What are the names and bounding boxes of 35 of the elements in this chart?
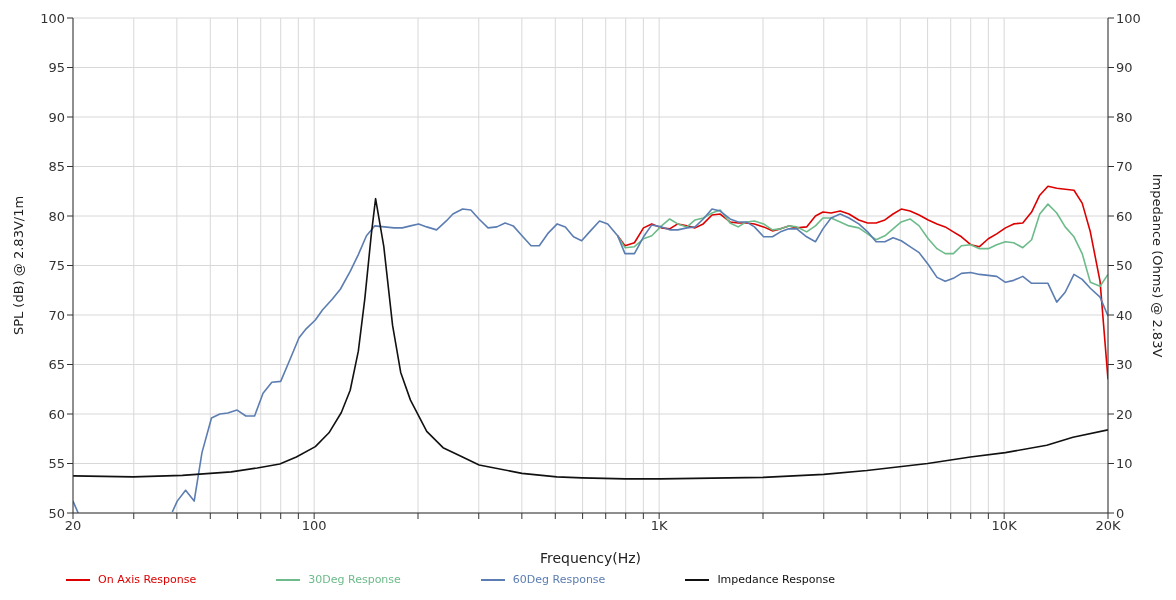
y2-tick-label: 60 [1116, 208, 1133, 224]
line-series [616, 203, 1108, 288]
y2-tick-label: 30 [1116, 357, 1133, 373]
x-tick-label: 20K [1095, 518, 1121, 534]
legend-label: 30Deg Response [308, 573, 401, 586]
legend-label: Impedance Response [717, 573, 835, 586]
legend-label: On Axis Response [98, 573, 197, 586]
y2-tick-label: 40 [1116, 307, 1133, 323]
y-tick-label: 90 [48, 109, 65, 125]
y2-tick-label: 10 [1116, 456, 1133, 472]
y-tick-label: 75 [48, 258, 65, 274]
y-tick-label: 95 [48, 60, 65, 76]
y2-tick-label: 0 [1116, 505, 1125, 521]
y2-tick-label: 100 [1116, 10, 1141, 26]
x-tick-label: 20 [64, 518, 82, 534]
y2-tick-label: 20 [1116, 406, 1133, 422]
y2-tick-label: 80 [1116, 109, 1133, 125]
y-tick-label: 60 [48, 406, 65, 422]
y-axis-title: SPL (dB) @ 2.83V/1m [10, 195, 26, 336]
y-tick-label: 100 [40, 10, 65, 26]
x-tick-label: 10K [991, 518, 1018, 534]
y-tick-label: 70 [48, 307, 65, 323]
y-tick-label: 55 [48, 456, 65, 472]
y2-axis-title: Impedance (Ohms) @ 2.83V [1150, 173, 1166, 358]
x-tick-label: 1K [650, 518, 669, 534]
y2-tick-label: 90 [1116, 60, 1133, 76]
legend-label: 60Deg Response [512, 573, 606, 586]
x-axis-title: Frequency(Hz) [539, 550, 642, 566]
y2-tick-label: 70 [1116, 159, 1133, 175]
y-tick-label: 80 [48, 208, 65, 224]
x-tick-label: 100 [301, 518, 327, 534]
y-tick-label: 50 [48, 505, 65, 521]
y-tick-label: 85 [48, 159, 65, 175]
y2-tick-label: 50 [1116, 258, 1133, 274]
y-tick-label: 65 [48, 357, 65, 373]
